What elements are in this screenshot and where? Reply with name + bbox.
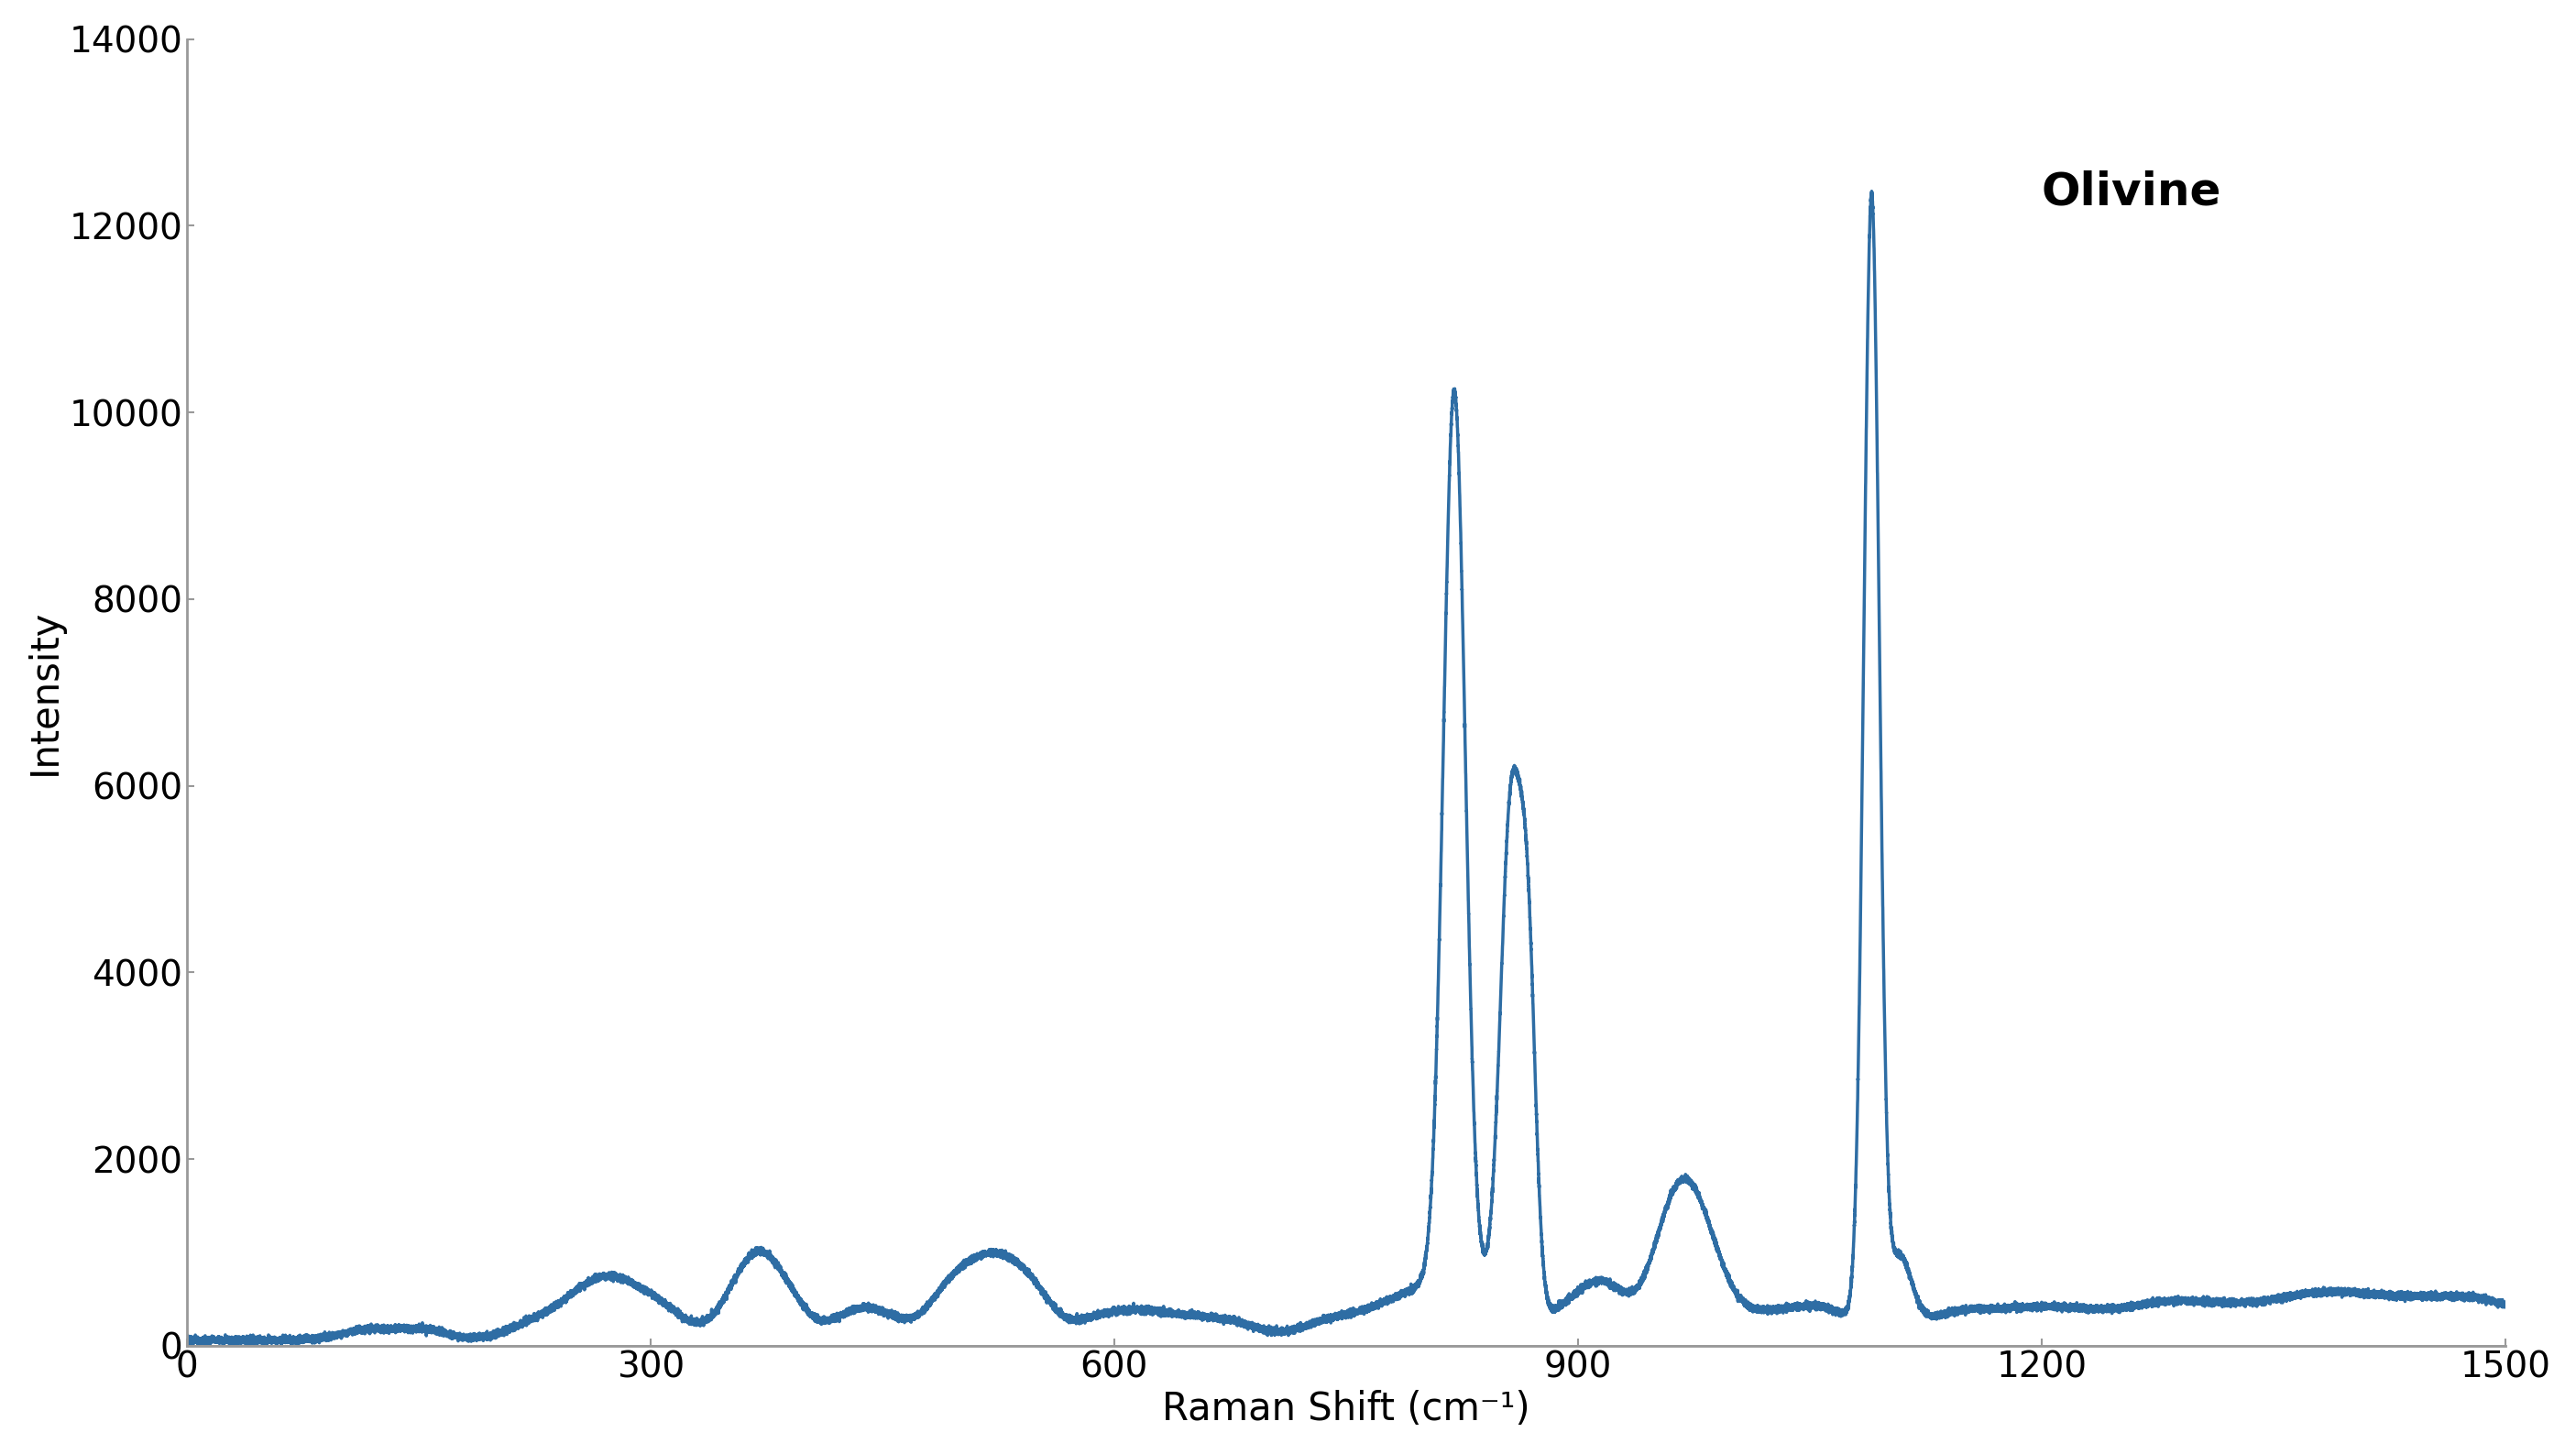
Text: Olivine: Olivine [2043,170,2221,214]
Y-axis label: Intensity: Intensity [26,609,64,775]
X-axis label: Raman Shift (cm⁻¹): Raman Shift (cm⁻¹) [1162,1390,1530,1428]
